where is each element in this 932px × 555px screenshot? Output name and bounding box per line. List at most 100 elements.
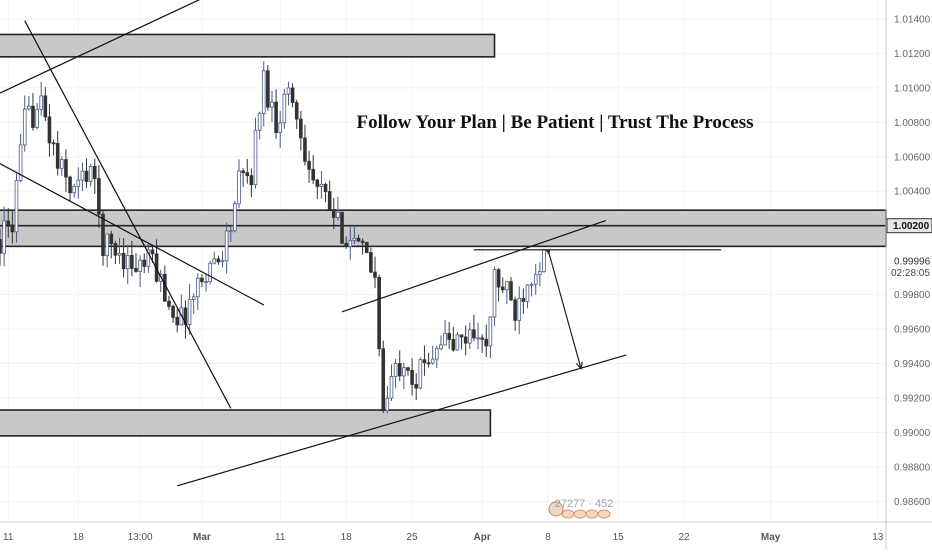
x-tick-label: May [761, 532, 781, 543]
candle-body [406, 367, 410, 371]
y-tick-label: 0.99400 [894, 359, 931, 370]
candle-body [393, 363, 398, 377]
x-tick-label: 13:00 [128, 532, 153, 543]
candle-body [274, 101, 278, 133]
watermark-blob-icon [585, 509, 599, 519]
candle-body [233, 203, 237, 232]
candle-body [430, 358, 435, 364]
x-tick-label: 11 [3, 532, 14, 543]
candle-body [187, 299, 192, 325]
candle-body [212, 258, 217, 264]
candle-body [373, 271, 377, 278]
candle-body [364, 242, 369, 253]
candle-body [377, 276, 381, 350]
candle-body [31, 105, 35, 128]
candle-body [451, 338, 456, 351]
candle-body [344, 243, 348, 248]
candle-body [10, 224, 15, 233]
candle-body [488, 316, 493, 347]
candle-body [27, 105, 31, 110]
candle-body [80, 170, 85, 181]
y-tick-label: 0.99200 [894, 393, 931, 404]
candle-body [270, 101, 274, 108]
candle-body [266, 70, 270, 108]
candle-body [513, 299, 517, 321]
candle-body [208, 262, 212, 283]
candle-body [241, 170, 245, 174]
candle-body [130, 254, 134, 269]
candle-body [323, 183, 328, 193]
candle-body [224, 230, 229, 262]
candle-body [39, 95, 44, 110]
candle-body [352, 237, 357, 241]
candle-body [18, 144, 23, 181]
candle-body [261, 70, 266, 115]
candle-body [476, 337, 480, 340]
y-tick-label: 0.99800 [894, 290, 931, 301]
candle-body [191, 296, 196, 300]
candle-body [389, 376, 394, 399]
candle-body [303, 137, 307, 162]
candle-body [113, 243, 118, 256]
candle-body [249, 175, 254, 186]
candle-body [336, 211, 340, 218]
candle-body [467, 329, 472, 344]
candle-body [311, 168, 315, 181]
candle-body [163, 273, 167, 302]
candle-body [64, 159, 68, 178]
x-tick-label: Mar [193, 532, 211, 543]
zone-rect [0, 33, 496, 58]
y-tick-label: 1.00400 [894, 187, 931, 198]
candle-body [447, 332, 451, 340]
candle-body [480, 337, 484, 340]
projection-arrow [547, 249, 583, 371]
candle-body [463, 336, 468, 344]
trendline [0, 163, 265, 306]
arrow-head [575, 361, 583, 371]
candle-body [307, 160, 311, 170]
candle-body [319, 183, 324, 187]
candle-body [109, 233, 114, 245]
x-axis: 11 18 13:00 Mar 11 18 25 Apr 8 15 22 May 13 [0, 521, 932, 543]
x-tick-label: 18 [73, 532, 85, 543]
current-price-badge [886, 218, 932, 234]
candle-body [175, 317, 180, 326]
candle-body [294, 102, 299, 120]
trendline [177, 354, 627, 487]
candle-body [14, 180, 19, 233]
candle-body [171, 305, 175, 318]
candle-body [439, 344, 443, 350]
x-tick-label: 11 [275, 532, 286, 543]
y-tick-label: 0.98600 [894, 497, 931, 508]
x-tick-label: 15 [613, 532, 625, 543]
candle-body [369, 252, 373, 273]
candle-body [84, 170, 89, 182]
candle-body [121, 253, 126, 270]
candle-body [138, 259, 142, 272]
candle-body [533, 274, 538, 285]
candle-body [459, 334, 464, 338]
candle-body [55, 143, 60, 169]
y-tick-label: 0.99996 [894, 256, 931, 267]
candle-body [402, 367, 406, 377]
x-tick-label: 8 [545, 532, 551, 543]
candle-body [257, 113, 262, 131]
candle-body [315, 179, 320, 187]
current-price-label: 1.00200 [893, 221, 930, 232]
chart-title: Follow Your Plan | Be Patient | Trust Th… [357, 112, 754, 133]
trendline [24, 20, 232, 409]
countdown-label: 02:28:05 [891, 268, 930, 279]
candle-body [340, 211, 344, 244]
candle-body [290, 87, 295, 103]
watermark-text: 27277 · 452 [555, 498, 614, 510]
candle-body [196, 277, 200, 298]
zone-rect [0, 209, 887, 248]
candle-body [505, 281, 509, 291]
y-tick-label: 0.99000 [894, 428, 931, 439]
candle-body [60, 159, 64, 169]
candle-body [422, 359, 427, 364]
x-tick-label: 18 [341, 532, 353, 543]
candle-body [538, 271, 542, 276]
